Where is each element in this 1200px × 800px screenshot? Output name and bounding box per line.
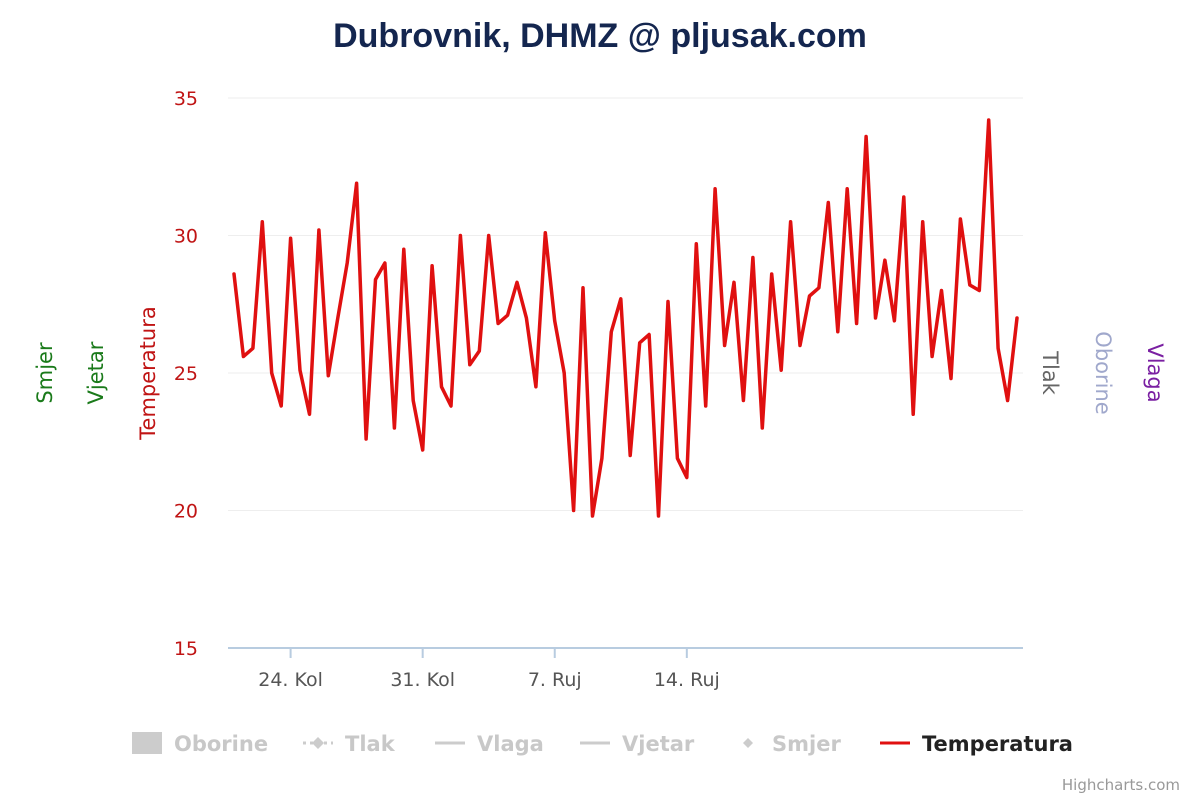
grid bbox=[228, 97, 1023, 511]
legend-label[interactable]: Smjer bbox=[772, 732, 841, 756]
legend[interactable]: Oborine Tlak Vlaga Vjetar Smjer Temperatura bbox=[132, 732, 1073, 756]
credits-link[interactable]: Highcharts.com bbox=[1062, 776, 1180, 794]
x-tick-label: 14. Ruj bbox=[654, 669, 720, 691]
y-tick-label: 15 bbox=[174, 638, 198, 660]
y-axis-title: Temperatura bbox=[136, 306, 160, 440]
legend-item-temperatura[interactable]: Temperatura bbox=[880, 732, 1073, 756]
legend-item-oborine[interactable]: Oborine bbox=[132, 732, 268, 756]
legend-label[interactable]: Temperatura bbox=[922, 732, 1073, 756]
x-tick-label: 7. Ruj bbox=[528, 669, 582, 691]
legend-item-vlaga[interactable]: Vlaga bbox=[435, 732, 544, 756]
legend-box-icon bbox=[132, 732, 162, 754]
y-tick-label: 30 bbox=[174, 226, 198, 248]
y-axis-title: Tlak bbox=[1038, 350, 1062, 396]
legend-diamond-icon bbox=[743, 738, 753, 748]
y-axis-title: Vlaga bbox=[1143, 343, 1167, 402]
y-tick-label: 25 bbox=[174, 363, 198, 385]
y-tick-label: 35 bbox=[174, 88, 198, 110]
legend-label[interactable]: Tlak bbox=[345, 732, 396, 756]
chart-title: Dubrovnik, DHMZ @ pljusak.com bbox=[333, 17, 867, 55]
y-tick-label: 20 bbox=[174, 501, 198, 523]
legend-item-smjer[interactable]: Smjer bbox=[743, 732, 841, 756]
series-layer[interactable] bbox=[232, 118, 1019, 518]
series-line-temperatura[interactable] bbox=[232, 118, 1019, 518]
legend-item-tlak[interactable]: Tlak bbox=[303, 732, 396, 756]
legend-item-vjetar[interactable]: Vjetar bbox=[580, 732, 695, 756]
legend-label[interactable]: Vlaga bbox=[477, 732, 544, 756]
legend-label[interactable]: Oborine bbox=[174, 732, 268, 756]
y-axis-title: Smjer bbox=[33, 342, 57, 404]
legend-label[interactable]: Vjetar bbox=[622, 732, 695, 756]
y-axis-title: Vjetar bbox=[84, 341, 108, 404]
axis-titles: Smjer Vjetar Temperatura Tlak Oborine Vlaga bbox=[33, 306, 1167, 440]
x-tick-label: 24. Kol bbox=[258, 669, 323, 691]
y-axis: 15 20 25 30 35 bbox=[174, 88, 198, 660]
x-axis: 24. Kol 31. Kol 7. Ruj 14. Ruj bbox=[228, 647, 1023, 691]
legend-diamond-icon bbox=[312, 737, 324, 749]
y-axis-title: Oborine bbox=[1091, 331, 1115, 414]
x-tick-label: 31. Kol bbox=[390, 669, 455, 691]
